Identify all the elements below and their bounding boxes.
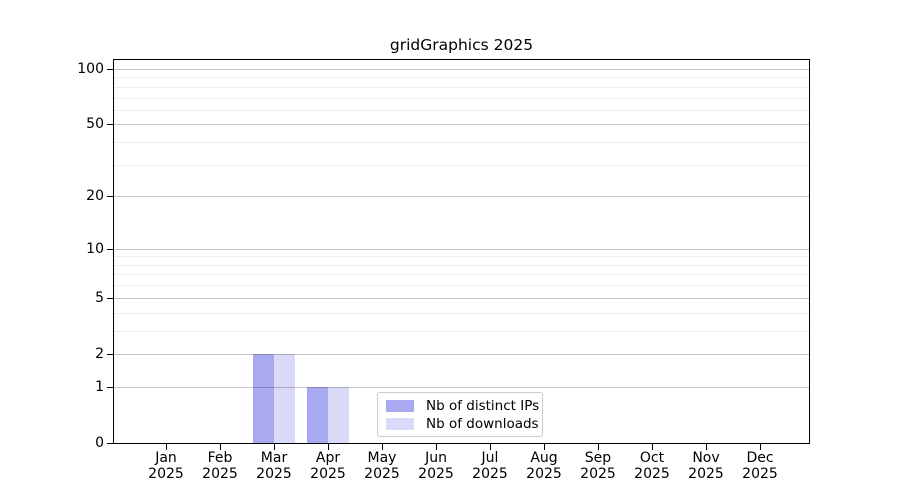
x-month-label: Mar 2025 [256,450,292,482]
x-tick [544,444,545,450]
plot-area: 0 1 2 5 10 20 50 100 Jan 2025 Feb 2025 Mar 2025 Apr 202… [77,59,810,481]
bar-distinct-ips-mar-2025 [253,353,274,443]
y-gridline-minor [114,274,809,275]
y-gridline-major [114,196,809,197]
x-tick [274,444,275,450]
y-gridline-minor [114,98,809,99]
y-gridline-major [114,124,809,125]
y-tick [107,387,113,388]
y-gridline-minor [114,285,809,286]
bar-downloads-mar-2025 [274,353,295,443]
y-tick-label: 5 [95,290,104,306]
legend-label-distinct-ips: Nb of distinct IPs [426,398,540,414]
y-tick-label: 1 [95,379,104,395]
y-gridline-major [114,387,809,388]
y-gridline-major [114,354,809,355]
y-tick-label: 20 [86,188,104,204]
x-tick [760,444,761,450]
y-gridline-minor [114,313,809,314]
x-month-label: Jan 2025 [148,450,184,482]
y-gridline-minor [114,77,809,78]
x-month-label: Nov 2025 [688,450,724,482]
y-tick [107,249,113,250]
x-tick [598,444,599,450]
y-gridline-major [114,298,809,299]
legend-item-downloads: Nb of downloads [386,415,539,433]
y-tick [107,69,113,70]
x-month-label: Sep 2025 [580,450,616,482]
x-tick [436,444,437,450]
chart-title: gridGraphics 2025 [389,36,534,54]
y-gridline-minor [114,331,809,332]
legend-swatch-distinct-ips-icon [386,400,414,412]
x-tick [328,444,329,450]
y-tick-label: 50 [86,116,104,132]
y-gridline-minor [114,256,809,257]
y-gridline-minor [114,165,809,166]
y-tick-label: 100 [77,61,104,77]
y-tick-label: 2 [95,346,104,362]
x-tick [382,444,383,450]
legend-item-distinct-ips: Nb of distinct IPs [386,397,539,415]
legend-label-downloads: Nb of downloads [426,416,539,432]
x-tick [652,444,653,450]
x-tick [166,444,167,450]
y-tick [107,354,113,355]
y-gridline-minor [114,265,809,266]
bar-downloads-apr-2025 [328,386,349,443]
y-tick-label: 10 [86,241,104,257]
x-month-label: Dec 2025 [742,450,778,482]
x-month-label: Jun 2025 [418,450,454,482]
y-gridline-major [114,69,809,70]
x-month-label: Jul 2025 [472,450,508,482]
x-month-label: Aug 2025 [526,450,562,482]
legend: Nb of distinct IPs Nb of downloads [377,392,543,437]
y-tick [107,196,113,197]
y-tick [107,298,113,299]
y-gridline-major [114,249,809,250]
y-tick-label: 0 [95,435,104,451]
x-tick [706,444,707,450]
x-month-label: May 2025 [364,450,400,482]
y-gridline-minor [114,87,809,88]
legend-swatch-downloads-icon [386,418,414,430]
y-gridline-minor [114,110,809,111]
y-tick [107,443,113,444]
x-tick [490,444,491,450]
x-month-label: Oct 2025 [634,450,670,482]
x-month-label: Apr 2025 [310,450,346,482]
bar-distinct-ips-apr-2025 [307,386,328,443]
x-tick [220,444,221,450]
y-gridline-minor [114,142,809,143]
y-tick [107,124,113,125]
x-month-label: Feb 2025 [202,450,238,482]
